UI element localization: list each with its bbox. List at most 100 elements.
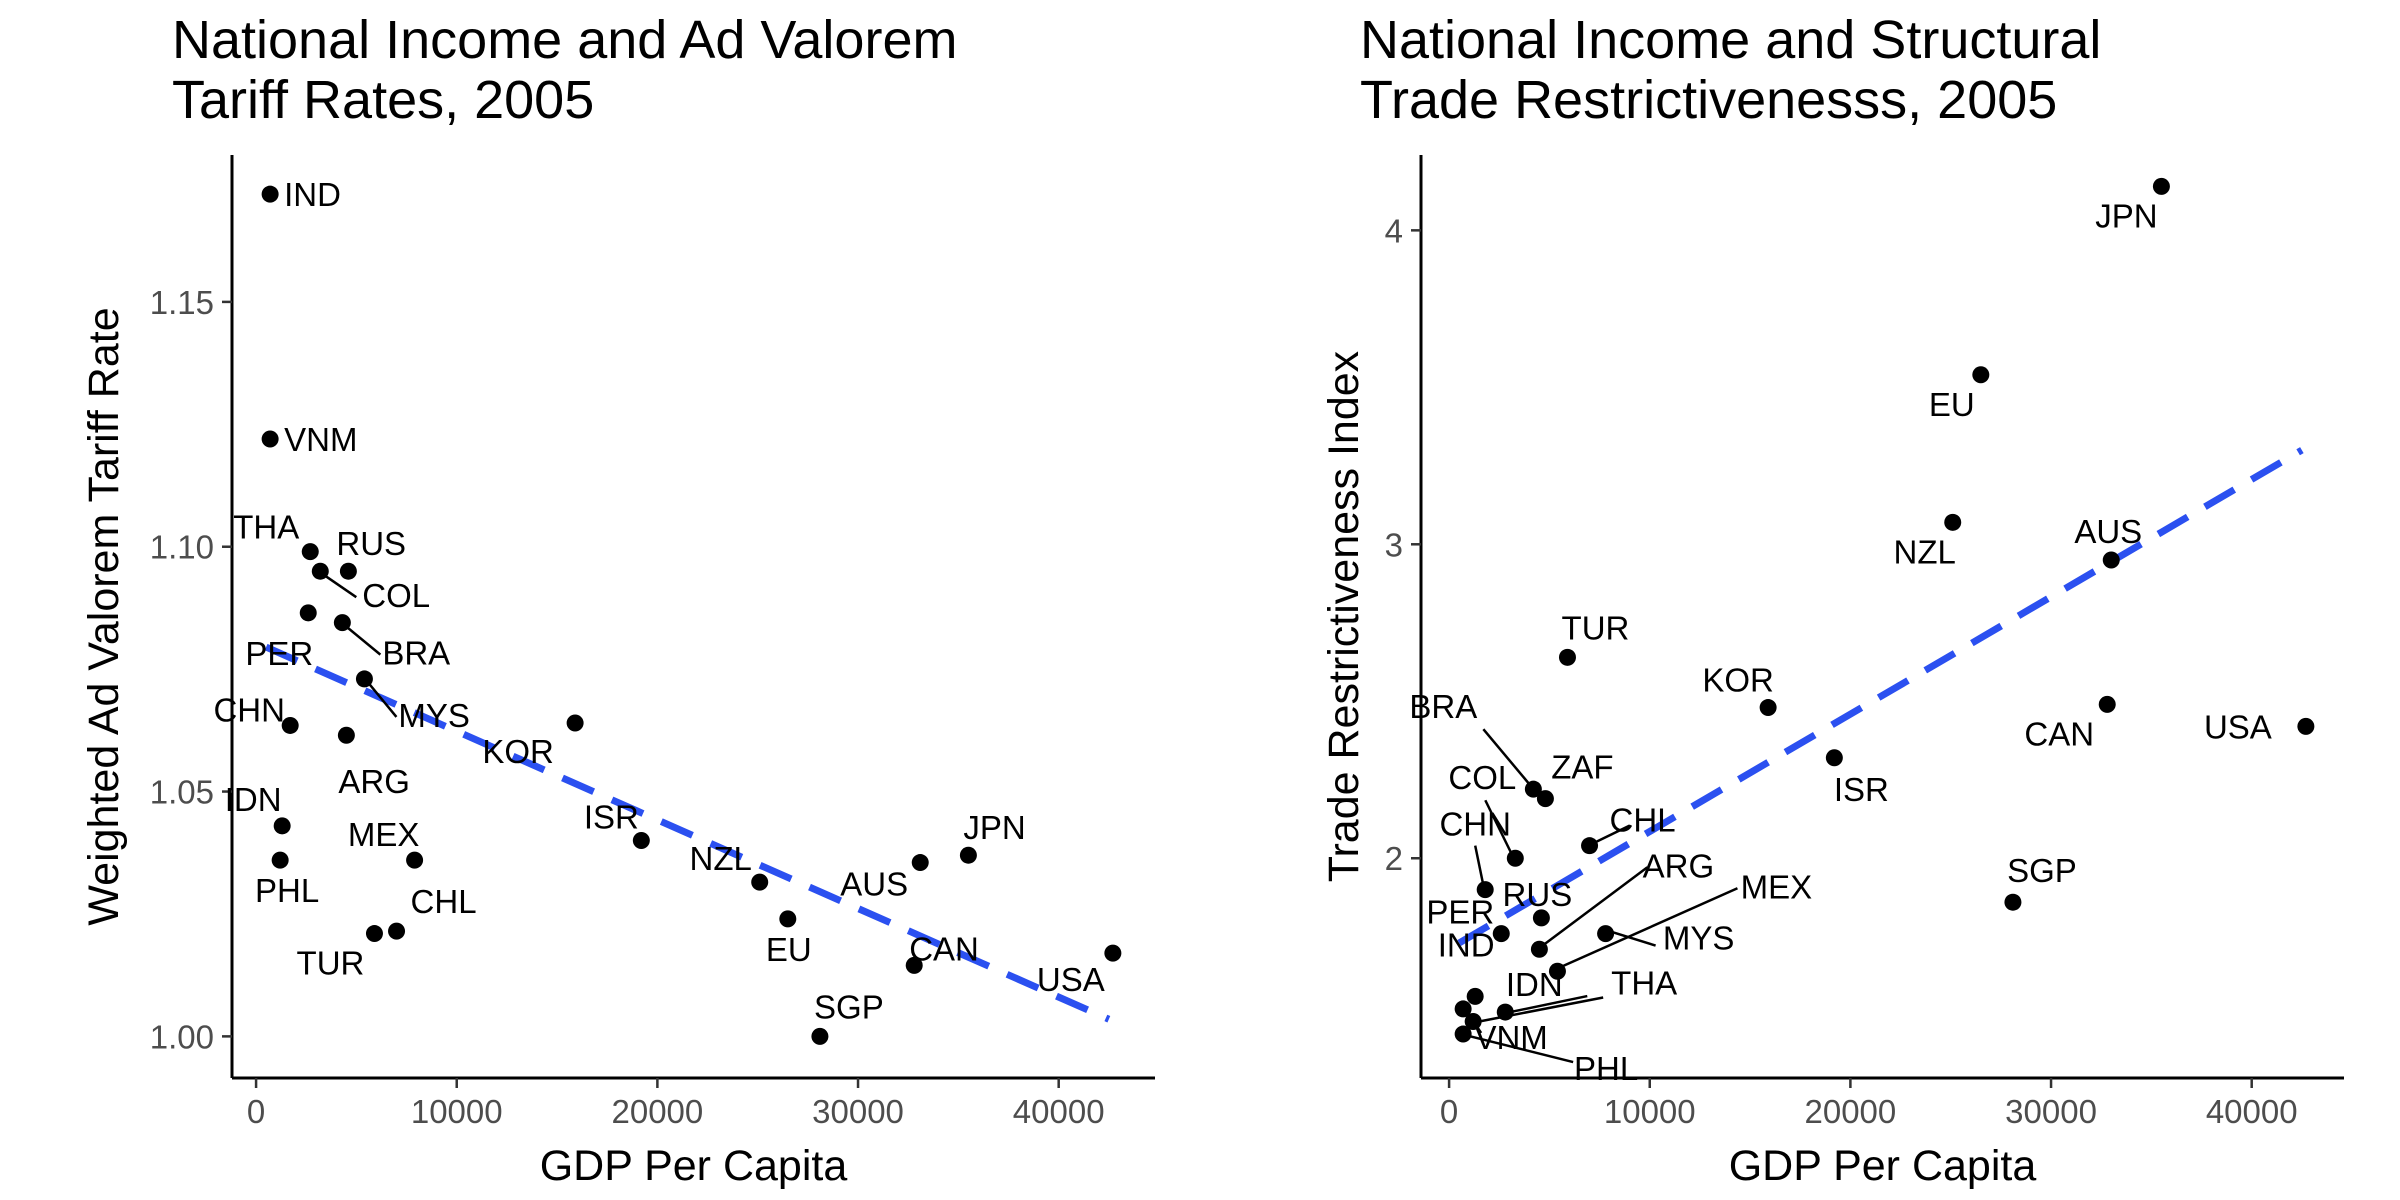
data-point [1476, 881, 1494, 899]
data-point [2098, 695, 2116, 713]
data-point [2152, 177, 2170, 195]
point-label: PER [1426, 894, 1494, 931]
point-label: PER [245, 635, 313, 672]
data-point [271, 851, 289, 869]
x-tick-label: 40000 [2206, 1093, 2298, 1130]
point-label: PHL [1574, 1050, 1638, 1087]
point-label: RUS [1503, 876, 1573, 913]
data-point [273, 817, 291, 835]
label-leader-line [1510, 994, 1588, 1014]
trend-line [1457, 447, 2304, 947]
data-point [333, 614, 351, 632]
data-point [1532, 909, 1550, 927]
data-point [811, 1027, 829, 1045]
point-label: MEX [1741, 868, 1813, 905]
point-label: KOR [1702, 662, 1774, 699]
data-point [1536, 790, 1554, 808]
x-tick-label: 10000 [411, 1093, 503, 1130]
point-label: IDN [1506, 966, 1563, 1003]
point-label: USA [2204, 708, 2272, 745]
data-point [1466, 987, 1484, 1005]
point-label: ARG [338, 763, 410, 800]
point-label: TUR [1562, 609, 1630, 646]
data-point [1524, 780, 1542, 798]
point-label: VNM [1474, 1019, 1547, 1056]
data-point [1759, 699, 1777, 717]
data-point [959, 846, 977, 864]
point-label: AUS [840, 866, 908, 903]
data-point [1492, 925, 1510, 943]
label-leader-line [323, 574, 357, 599]
point-label: CHN [213, 691, 285, 728]
point-label: MYS [1663, 920, 1735, 957]
data-point [339, 562, 357, 580]
data-point [911, 854, 929, 872]
point-label: NZL [690, 840, 752, 877]
point-label: ISR [1834, 771, 1889, 808]
y-tick-label: 1.00 [150, 1018, 214, 1055]
y-axis-title: Weighted Ad Valorem Tariff Rate [80, 307, 128, 925]
y-axis-title: Trade Restrictiveness Index [1320, 350, 1368, 882]
data-point [2297, 717, 2315, 735]
data-point [1581, 837, 1599, 855]
data-point [355, 670, 373, 688]
point-label: CHN [1439, 806, 1511, 843]
chart-panel-2: National Income and Structural Trade Res… [1320, 10, 2344, 1190]
x-tick-label: 10000 [1604, 1093, 1696, 1130]
data-point [406, 851, 424, 869]
label-leader-line [1561, 887, 1738, 968]
trend-line [264, 643, 1111, 1023]
point-label: JPN [963, 809, 1025, 846]
label-leader-line [345, 625, 382, 656]
data-point [2004, 893, 2022, 911]
y-tick-label: 1.10 [150, 529, 214, 566]
chart-title-line: National Income and Ad Valorem [172, 10, 957, 70]
x-tick-label: 0 [247, 1093, 265, 1130]
label-leader-line [1594, 824, 1631, 844]
data-point [301, 543, 319, 561]
x-tick-label: 20000 [1805, 1093, 1897, 1130]
data-point [311, 562, 329, 580]
data-point [779, 910, 797, 928]
point-label: VNM [284, 421, 357, 458]
data-point [1825, 749, 1843, 767]
point-label: ARG [1643, 847, 1715, 884]
data-point [1597, 925, 1615, 943]
point-label: THA [1611, 964, 1677, 1001]
point-label: AUS [2074, 513, 2142, 550]
chart-title-line: Trade Restrictivenesss, 2005 [1360, 70, 2057, 130]
data-point [1530, 940, 1548, 958]
y-tick-label: 2 [1385, 840, 1403, 877]
x-axis-title: GDP Per Capita [540, 1142, 848, 1190]
point-label: IND [1438, 926, 1495, 963]
point-label: ZAF [1551, 749, 1613, 786]
y-tick-label: 3 [1385, 526, 1403, 563]
data-point [261, 185, 279, 203]
data-point [1548, 962, 1566, 980]
point-label: THA [233, 509, 299, 546]
data-point [1506, 849, 1524, 867]
chart-title-line: Tariff Rates, 2005 [172, 70, 594, 130]
point-label: CHL [411, 883, 477, 920]
chart-panel-1: National Income and Ad Valorem Tariff Ra… [80, 10, 1155, 1190]
data-point [632, 832, 650, 850]
data-point [1558, 648, 1576, 666]
data-point [1972, 366, 1990, 384]
point-label: CHL [1610, 802, 1676, 839]
point-label: COL [1448, 759, 1516, 796]
point-label: COL [362, 577, 430, 614]
x-tick-label: 40000 [1013, 1093, 1105, 1130]
x-tick-label: 20000 [611, 1093, 703, 1130]
x-tick-label: 30000 [812, 1093, 904, 1130]
data-point [281, 716, 299, 734]
point-label: PHL [255, 872, 319, 909]
data-point [905, 956, 923, 974]
label-leader-line [1473, 845, 1485, 885]
point-label: RUS [336, 525, 406, 562]
chart-title-line: National Income and Structural [1360, 10, 2101, 70]
data-point [1464, 1012, 1482, 1030]
label-leader-line [1482, 728, 1531, 785]
point-label: SGP [814, 988, 884, 1025]
